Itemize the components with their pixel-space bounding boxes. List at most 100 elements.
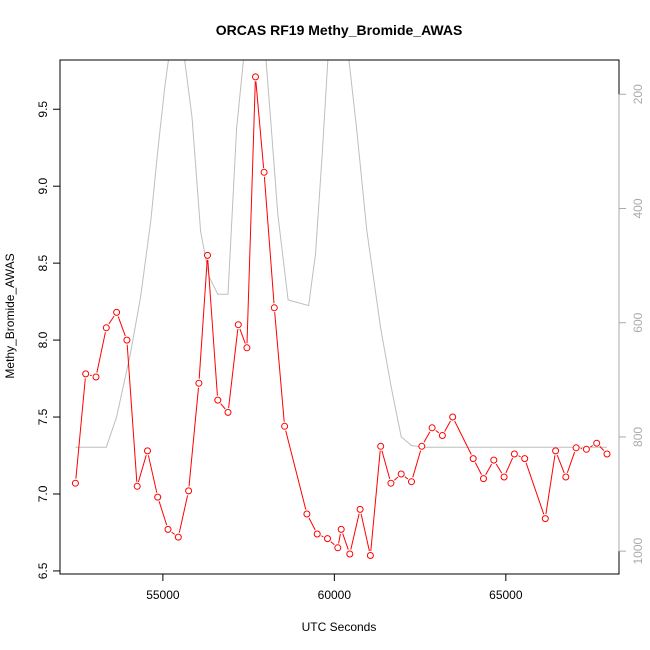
series-segment xyxy=(525,462,545,515)
series-segment xyxy=(423,431,431,443)
series-segment xyxy=(246,81,256,344)
secondary-series-line xyxy=(75,60,607,448)
series-segment xyxy=(188,387,199,487)
series-segment xyxy=(147,455,158,493)
data-point xyxy=(490,456,498,464)
secondary-series-layer xyxy=(75,60,607,448)
series-segment xyxy=(220,403,226,410)
series-segment xyxy=(370,450,381,552)
series-segment xyxy=(171,531,175,535)
data-point xyxy=(71,479,79,487)
y2-tick-label: 200 xyxy=(631,84,645,104)
data-point xyxy=(428,424,436,432)
data-point xyxy=(334,544,342,552)
data-point xyxy=(397,470,405,478)
series-segment xyxy=(207,259,218,396)
data-point xyxy=(164,525,172,533)
y-tick-label: 7.0 xyxy=(36,485,50,502)
series-segment xyxy=(330,541,335,546)
y-tick-label: 9.5 xyxy=(36,101,50,118)
x-axis-label: UTC Seconds xyxy=(302,620,377,634)
data-point xyxy=(510,450,518,458)
series-segment xyxy=(117,316,126,337)
data-point xyxy=(582,445,590,453)
series-segment xyxy=(239,328,246,344)
data-point xyxy=(366,552,374,559)
y-axis-left: 6.5 7.0 7.5 8.0 8.5 9.0 9.5 xyxy=(36,101,61,579)
series-segment xyxy=(350,513,360,550)
series-segment xyxy=(255,81,265,168)
y2-tick-label: 600 xyxy=(631,312,645,332)
series-segment xyxy=(566,451,576,473)
data-point xyxy=(92,373,100,381)
series-segment xyxy=(228,329,239,408)
series-segment xyxy=(495,463,503,474)
series-segment xyxy=(381,450,391,480)
x-tick-label: 65000 xyxy=(489,588,523,602)
y-axis-label: Methy_Bromide_AWAS xyxy=(3,253,17,378)
data-point xyxy=(418,442,426,450)
data-point xyxy=(303,510,311,518)
y2-tick-label: 800 xyxy=(631,427,645,447)
data-point xyxy=(113,308,121,316)
data-point xyxy=(521,455,529,463)
y2-tick-label: 1000 xyxy=(631,537,645,564)
series-segment xyxy=(158,501,168,526)
series-segment xyxy=(404,476,409,480)
series-segment xyxy=(444,420,451,432)
y-tick-label: 7.5 xyxy=(36,408,50,425)
data-point xyxy=(438,432,446,439)
series-segment xyxy=(263,176,275,304)
data-point xyxy=(234,321,242,329)
y-tick-label: 8.0 xyxy=(36,331,50,348)
data-point xyxy=(593,439,601,447)
data-point xyxy=(123,336,131,344)
series-segment xyxy=(435,430,440,434)
data-point xyxy=(377,442,385,450)
series-segment xyxy=(96,332,106,373)
y-axis-right: 200 400 600 800 1000 xyxy=(618,84,645,565)
series-segment xyxy=(342,533,349,550)
series-segment xyxy=(360,513,370,552)
series-segment xyxy=(274,312,285,422)
series-segment xyxy=(285,430,307,510)
data-point xyxy=(270,304,278,312)
data-point xyxy=(480,475,487,483)
data-point xyxy=(133,482,141,490)
data-point xyxy=(449,413,457,421)
series-segment xyxy=(308,517,316,531)
data-point xyxy=(356,505,364,513)
data-point xyxy=(469,455,477,463)
chart-title: ORCAS RF19 Methy_Bromide_AWAS xyxy=(216,22,463,38)
series-segment xyxy=(556,454,565,474)
primary-series-layer xyxy=(71,73,611,559)
data-point xyxy=(572,444,580,452)
data-point xyxy=(102,324,110,332)
series-segment xyxy=(137,455,147,483)
series-segment xyxy=(198,259,208,379)
y2-tick-label: 400 xyxy=(631,198,645,218)
data-point xyxy=(204,251,211,259)
data-point xyxy=(603,450,611,458)
series-segment xyxy=(321,535,324,538)
data-point xyxy=(154,493,162,501)
series-segment xyxy=(518,455,521,458)
data-point xyxy=(500,473,508,481)
series-segment xyxy=(108,315,115,325)
data-point xyxy=(408,478,415,486)
series-segment xyxy=(599,446,605,452)
data-point xyxy=(260,168,268,176)
x-tick-label: 55000 xyxy=(146,588,180,602)
y-tick-label: 6.5 xyxy=(36,562,50,579)
data-point xyxy=(174,533,182,541)
series-segment xyxy=(338,533,341,544)
series-segment xyxy=(89,374,92,377)
data-point xyxy=(214,396,222,404)
series-segment xyxy=(485,463,493,475)
series-segment xyxy=(393,476,399,481)
data-point xyxy=(313,530,321,538)
series-segment xyxy=(590,445,594,448)
plot-frame xyxy=(59,59,620,575)
series-segment xyxy=(474,462,482,475)
